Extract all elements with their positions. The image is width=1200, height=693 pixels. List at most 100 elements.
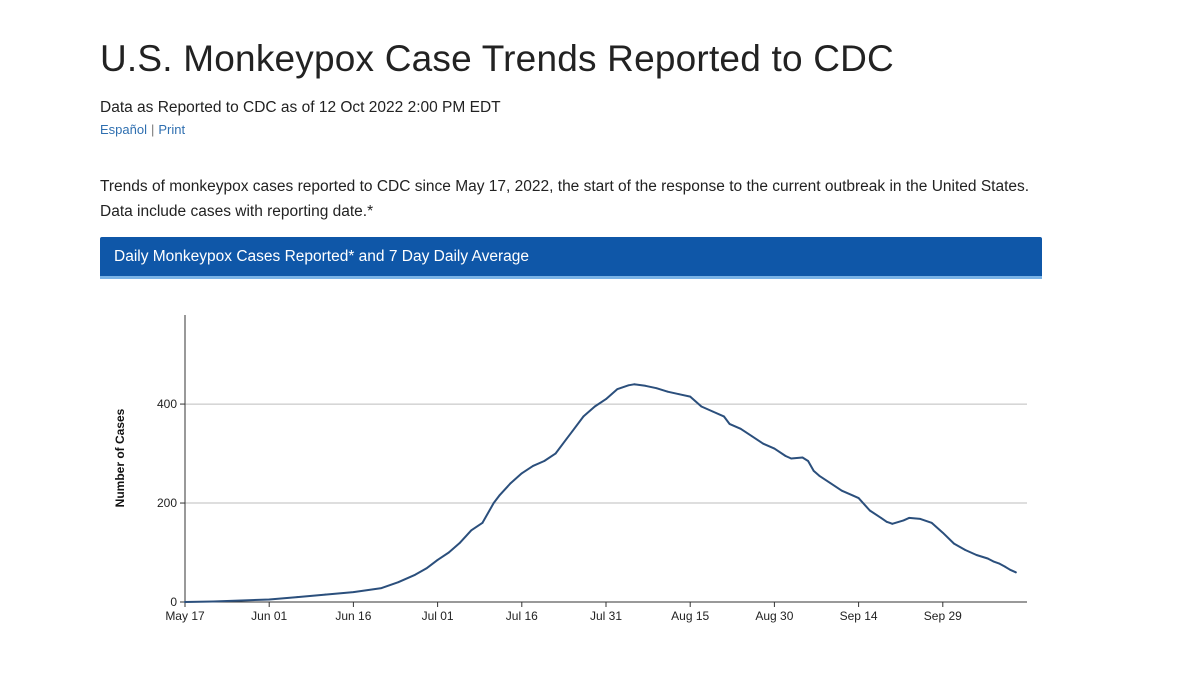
data-point [414,573,417,576]
x-tick-label: Jul 01 [422,609,454,623]
data-point [1009,568,1012,571]
x-tick-label: Jul 31 [590,609,622,623]
print-link[interactable]: Print [158,122,186,137]
data-point [268,598,271,601]
y-tick-label: 0 [170,595,177,609]
data-point [633,383,635,386]
line-chart: 0 200 400 May 17 Jun 01 Jun 16 Jul 01 Jul 16 Jul… [113,315,1027,623]
data-point [739,427,742,430]
intro-paragraph: Trends of monkeypox cases reported to CD… [100,178,1030,220]
data-point [425,567,428,570]
link-separator: | [150,122,155,137]
data-point [773,447,776,450]
data-point [812,469,815,472]
data-point [908,516,911,519]
data-point [470,529,473,532]
x-tick-label: Sep 14 [840,609,878,623]
data-point [571,430,574,433]
data-point [807,460,809,462]
data-point [1003,565,1006,568]
data-point [481,521,484,524]
data-point [352,591,355,594]
data-point [565,437,568,440]
data-point [818,474,821,477]
data-point [380,587,383,590]
data-point [728,422,731,425]
data-point [700,405,703,408]
x-tick-label: May 17 [165,609,205,623]
data-point [436,559,439,561]
data-point [790,457,793,460]
data-point [801,456,804,459]
data-as-of-text: Data as Reported to CDC as of 12 Oct 202… [100,99,501,116]
data-point [1014,571,1017,574]
data-point [397,581,400,584]
data-point [324,593,327,596]
data-point [543,460,546,462]
data-point [655,387,658,390]
data-point [784,455,787,457]
series-layer [184,383,1017,603]
data-point [998,562,1000,565]
data-point [582,415,585,418]
data-point [722,415,725,418]
data-point [296,596,299,598]
chart-title: Daily Monkeypox Cases Reported* and 7 Da… [114,248,529,265]
data-point [605,398,607,401]
data-point [829,482,832,485]
page-title: U.S. Monkeypox Case Trends Reported to C… [100,38,894,79]
data-point [992,560,995,563]
data-point [902,519,905,522]
data-point [509,482,512,485]
data-point [868,509,871,512]
x-tick-label: Jul 16 [506,609,538,623]
data-point [975,554,978,556]
data-point [852,494,854,497]
data-point [447,551,450,554]
data-point [627,384,630,387]
data-point [953,542,955,545]
x-tick-label: Jun 01 [251,609,287,623]
data-point [840,489,843,492]
x-tick-label: Aug 30 [755,609,793,623]
data-point [891,522,894,525]
data-point [492,502,495,504]
y-axis-label: Number of Cases [113,408,127,507]
espanol-link[interactable]: Español [100,122,147,137]
y-tick-label: 200 [157,496,177,510]
data-point [964,549,967,551]
data-point [240,599,243,602]
data-point [678,393,680,396]
data-point [593,405,596,408]
data-point [616,388,619,391]
chart-title-bar: Daily Monkeypox Cases Reported* and 7 Da… [100,237,1042,279]
data-point [532,465,534,467]
data-point [498,494,501,497]
x-tick-label: Jun 16 [335,609,371,623]
x-tick-label: Sep 29 [924,609,962,623]
data-point [880,516,882,519]
data-point [184,601,186,603]
data-point [666,390,669,393]
data-point [751,435,753,438]
data-point [711,410,714,413]
data-point [689,395,692,398]
y-tick-label: 400 [157,397,177,411]
data-point [644,384,647,387]
data-point [520,472,523,475]
x-tick-label: Aug 15 [671,609,709,623]
data-point [941,531,944,534]
data-point [857,497,860,499]
data-point [930,521,933,524]
axes: 0 200 400 May 17 Jun 01 Jun 16 Jul 01 Jul 16 Jul… [157,315,1027,623]
data-point [459,541,461,544]
data-point [919,517,922,520]
language-links: Español | Print [100,122,185,137]
data-point [885,520,888,523]
data-point [762,442,765,445]
data-point [212,600,214,603]
gridlines [185,403,1027,504]
data-point [986,557,989,560]
data-point [554,452,557,455]
series-line-7-day-average [184,383,1017,603]
